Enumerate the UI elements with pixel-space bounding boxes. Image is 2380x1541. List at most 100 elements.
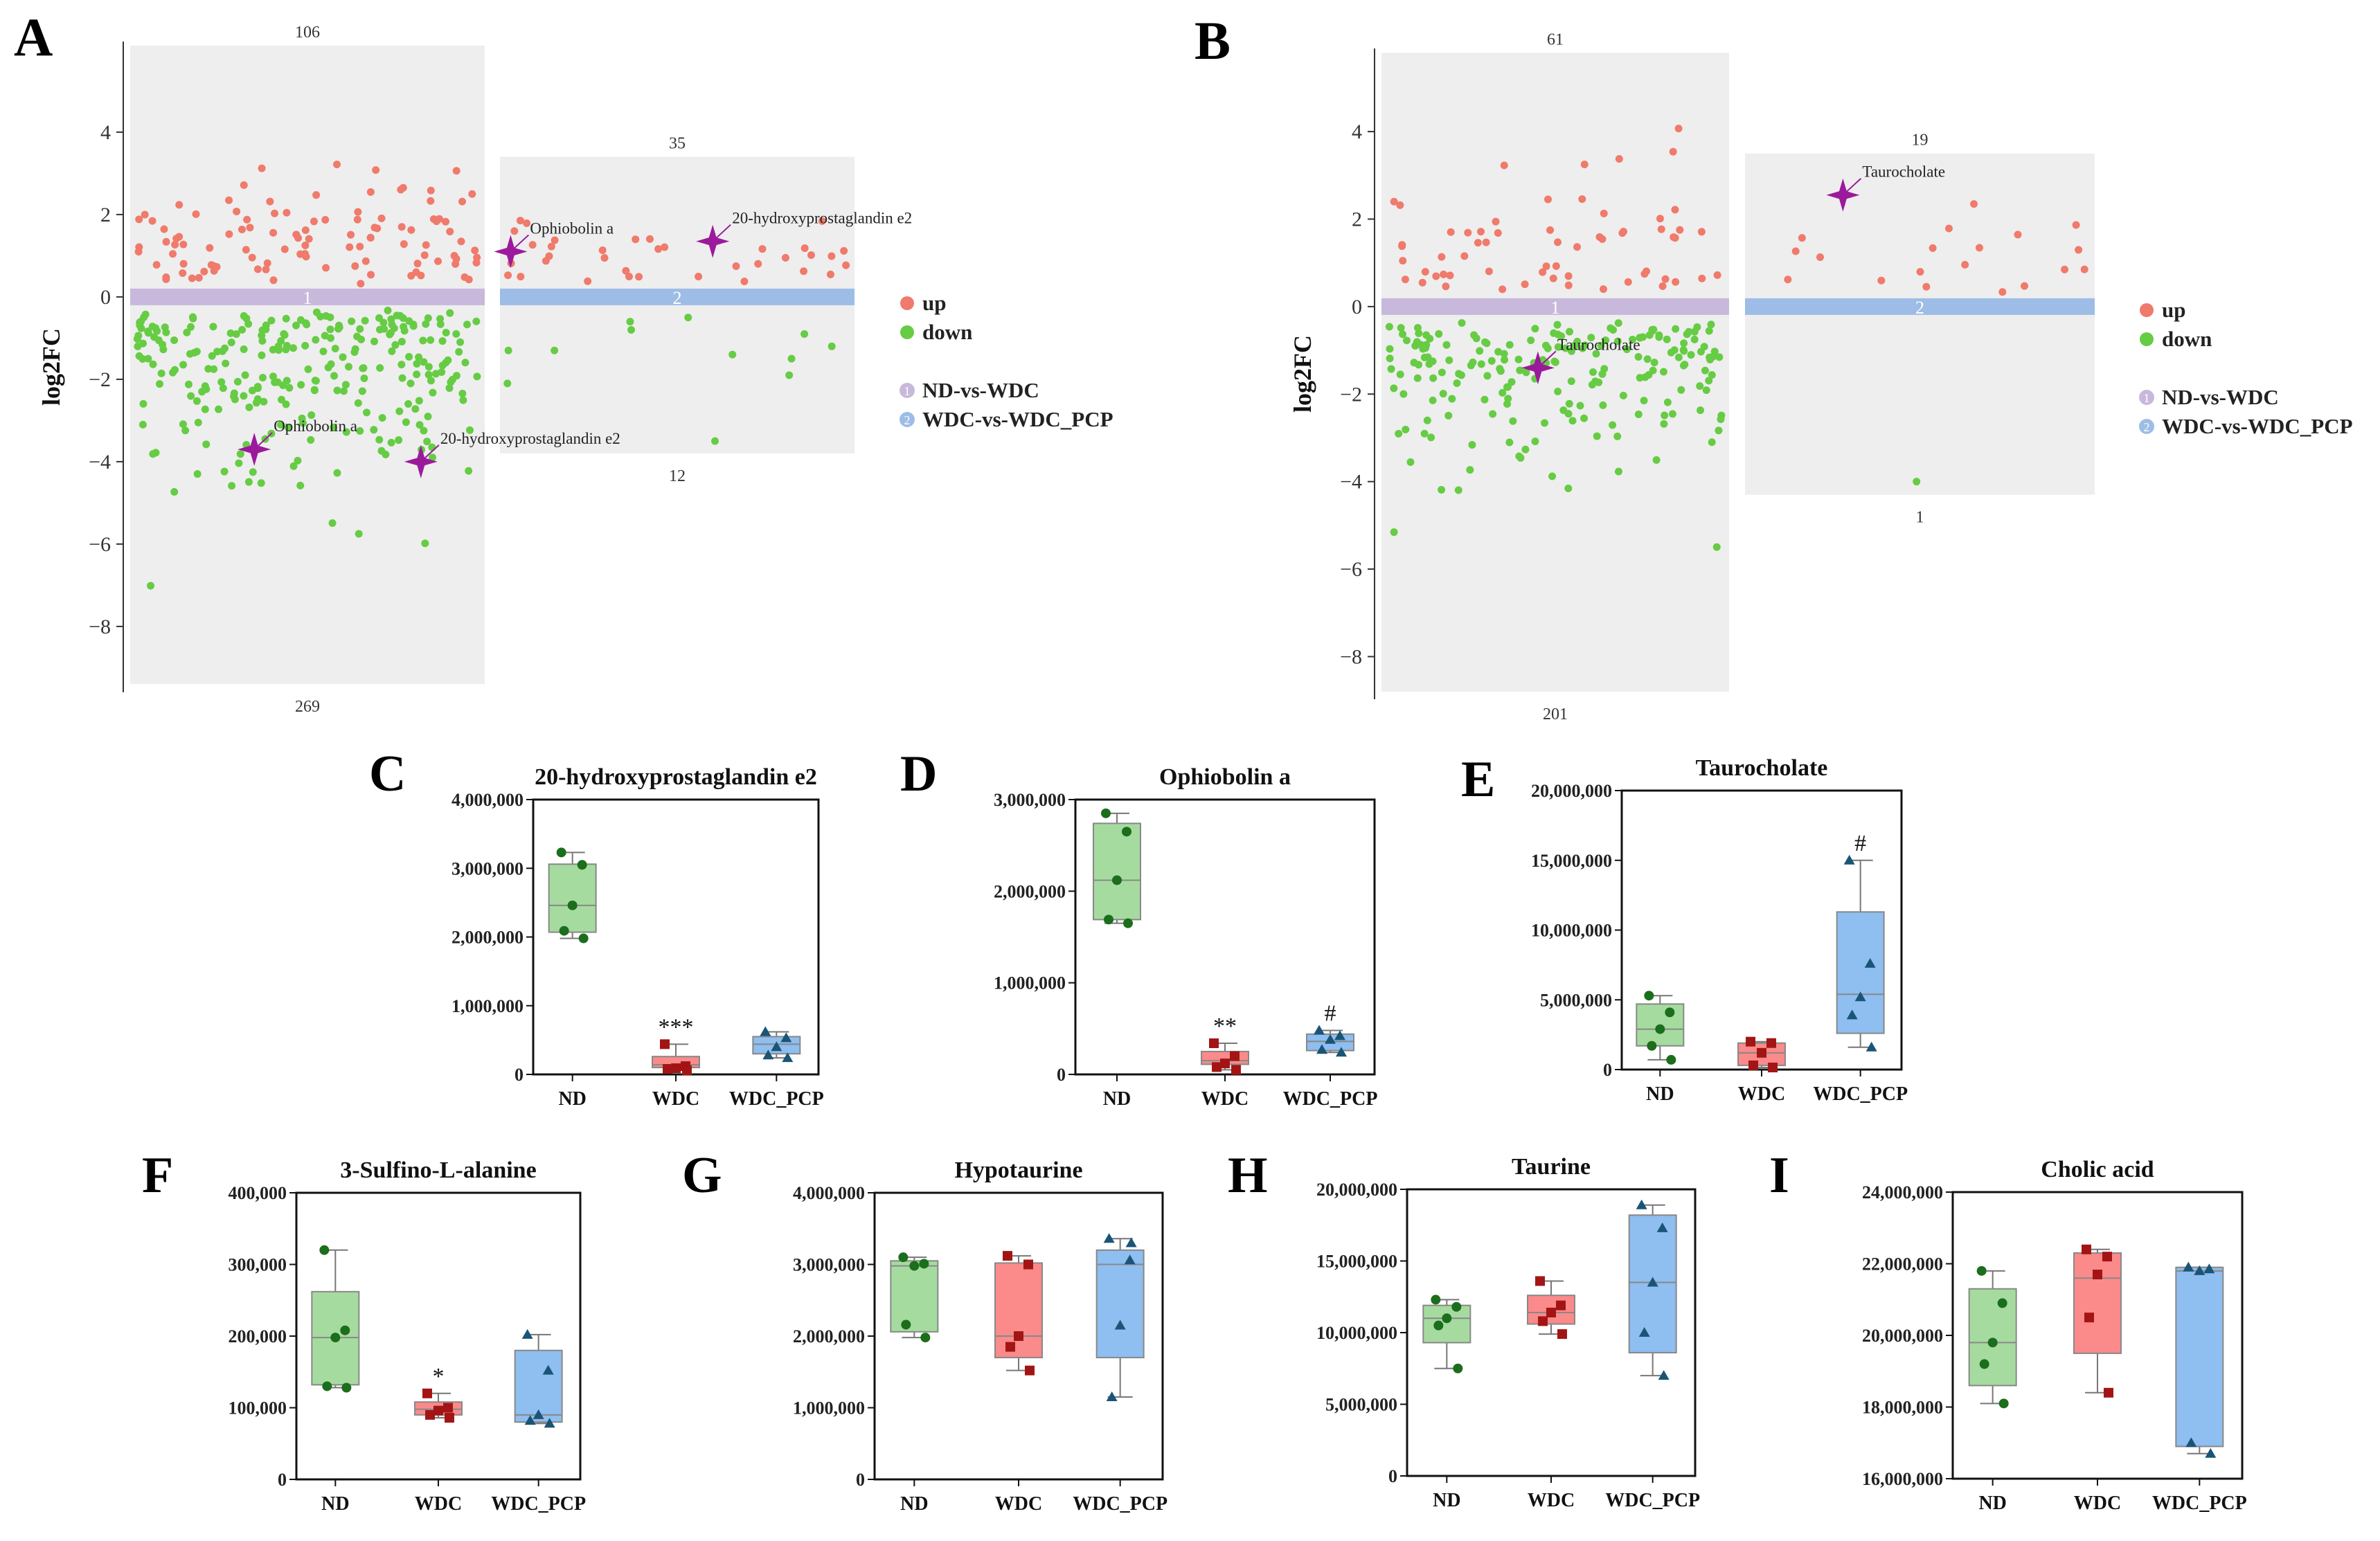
point-down <box>307 411 316 420</box>
x-tick-label: WDC <box>995 1493 1042 1515</box>
point-down <box>204 365 213 373</box>
data-point <box>1638 1327 1650 1337</box>
point-down <box>348 317 356 325</box>
point-up <box>740 278 749 286</box>
point-down <box>411 405 420 413</box>
y-tick-label: 18,000,000 <box>1862 1398 1943 1418</box>
point-down <box>1629 336 1637 344</box>
point-down <box>241 371 249 379</box>
point-down <box>183 328 191 336</box>
point-down <box>1413 374 1422 382</box>
point-down <box>240 312 248 320</box>
point-up <box>1440 270 1448 278</box>
point-down <box>446 309 454 317</box>
point-down <box>431 370 440 378</box>
point-up <box>296 250 305 258</box>
point-up <box>162 237 170 246</box>
point-down <box>1685 327 1693 336</box>
y-tick-label: 3,000,000 <box>451 858 524 878</box>
point-up <box>1573 243 1581 251</box>
point-up <box>434 257 442 265</box>
point-down <box>1527 336 1535 345</box>
data-point <box>1123 918 1133 928</box>
point-down <box>1717 415 1725 424</box>
point-down <box>397 338 406 346</box>
point-down <box>1470 331 1478 339</box>
point-down <box>1504 395 1512 403</box>
y-tick-label: 16,000,000 <box>1862 1469 1943 1489</box>
point-up <box>366 233 375 242</box>
point-down <box>503 379 512 388</box>
point-down <box>1681 361 1689 369</box>
point-down <box>358 387 366 395</box>
point-down <box>257 479 265 487</box>
band-label-1: 1 <box>1551 298 1560 318</box>
y-tick-label: 20,000,000 <box>1862 1326 1943 1346</box>
panel-title-G: Hypotaurine <box>954 1157 1082 1183</box>
point-up <box>377 214 386 222</box>
point-up <box>1657 225 1665 233</box>
point-down <box>258 351 266 359</box>
point-down <box>1697 406 1705 415</box>
point-down <box>181 426 190 435</box>
point-up <box>1418 278 1426 287</box>
count-down-2: 12 <box>669 467 686 485</box>
data-point <box>1336 1047 1347 1057</box>
group-panel-2 <box>1745 153 2095 495</box>
point-up <box>1618 229 1627 237</box>
point-up <box>420 251 429 260</box>
point-up <box>528 241 537 249</box>
point-down <box>458 389 467 397</box>
y-tick-label: 0 <box>515 1065 524 1085</box>
panel-letter-E: E <box>1461 751 1495 808</box>
point-down <box>429 453 437 462</box>
point-up <box>301 226 310 234</box>
y-tick-label: 3,000,000 <box>793 1255 865 1275</box>
panel-title-E: Taurocholate <box>1696 755 1828 781</box>
point-up <box>1578 195 1586 204</box>
point-down <box>186 323 195 331</box>
point-down <box>1599 401 1607 409</box>
data-point <box>1025 1365 1035 1376</box>
point-down <box>331 345 339 353</box>
point-down <box>282 400 290 408</box>
data-point <box>341 1382 352 1393</box>
x-tick-label: WDC_PCP <box>1605 1490 1700 1511</box>
highlight-label: Taurocholate <box>1862 163 1945 181</box>
data-point <box>2185 1437 2197 1448</box>
point-down <box>1550 329 1558 337</box>
point-down <box>1429 374 1438 382</box>
point-up <box>468 190 476 198</box>
point-down <box>456 338 465 346</box>
point-up <box>373 224 382 233</box>
point-down <box>271 378 279 386</box>
y-tick-label: 1,000,000 <box>994 973 1066 993</box>
point-up <box>192 210 200 218</box>
point-down <box>413 360 421 368</box>
point-down <box>429 388 437 397</box>
point-down <box>427 377 435 385</box>
point-down <box>1411 342 1420 350</box>
point-up <box>357 280 365 288</box>
y-tick-label: 0 <box>1388 1466 1397 1486</box>
point-down <box>1680 347 1688 355</box>
point-down <box>276 420 285 429</box>
data-point <box>556 847 566 858</box>
y-tick-label: −2 <box>89 368 111 391</box>
point-up <box>397 186 405 194</box>
point-up <box>372 166 380 174</box>
point-up <box>413 260 422 268</box>
point-up <box>1564 281 1573 289</box>
point-up <box>827 252 836 260</box>
x-tick-label: ND <box>900 1493 928 1515</box>
point-down <box>551 346 559 354</box>
point-down <box>355 530 363 538</box>
significance-mark: * <box>433 1364 445 1389</box>
point-down <box>1515 452 1523 460</box>
point-down <box>184 380 193 388</box>
point-up <box>305 235 313 243</box>
x-tick-label: WDC <box>2074 1493 2121 1514</box>
point-down <box>380 325 388 333</box>
point-up <box>333 160 341 168</box>
point-up <box>1390 197 1398 206</box>
